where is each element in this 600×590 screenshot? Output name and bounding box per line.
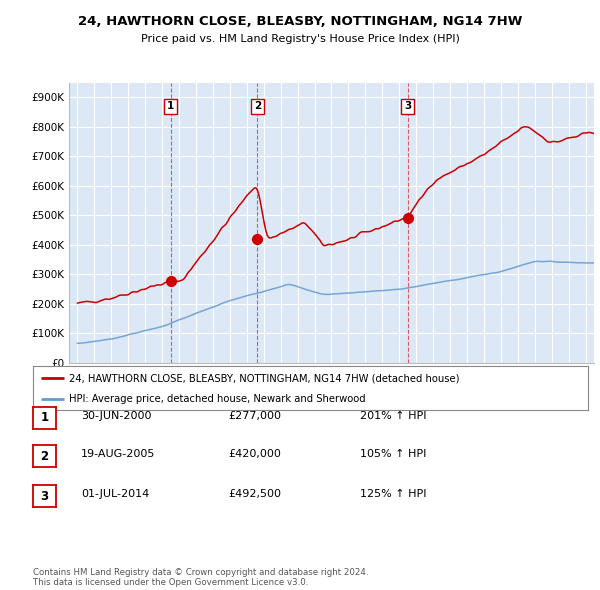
Text: 3: 3 <box>40 490 49 503</box>
Text: Price paid vs. HM Land Registry's House Price Index (HPI): Price paid vs. HM Land Registry's House … <box>140 34 460 44</box>
Text: £277,000: £277,000 <box>228 411 281 421</box>
Text: 30-JUN-2000: 30-JUN-2000 <box>81 411 151 421</box>
Text: Contains HM Land Registry data © Crown copyright and database right 2024.
This d: Contains HM Land Registry data © Crown c… <box>33 568 368 587</box>
Text: 24, HAWTHORN CLOSE, BLEASBY, NOTTINGHAM, NG14 7HW: 24, HAWTHORN CLOSE, BLEASBY, NOTTINGHAM,… <box>78 15 522 28</box>
Text: 201% ↑ HPI: 201% ↑ HPI <box>360 411 427 421</box>
Text: 2: 2 <box>40 450 49 463</box>
Text: 24, HAWTHORN CLOSE, BLEASBY, NOTTINGHAM, NG14 7HW (detached house): 24, HAWTHORN CLOSE, BLEASBY, NOTTINGHAM,… <box>69 373 460 383</box>
Text: 105% ↑ HPI: 105% ↑ HPI <box>360 450 427 459</box>
Text: 19-AUG-2005: 19-AUG-2005 <box>81 450 155 459</box>
Text: 3: 3 <box>404 101 412 112</box>
Text: 2: 2 <box>254 101 261 112</box>
Text: 125% ↑ HPI: 125% ↑ HPI <box>360 490 427 499</box>
Text: 01-JUL-2014: 01-JUL-2014 <box>81 490 149 499</box>
Text: £420,000: £420,000 <box>228 450 281 459</box>
Text: 1: 1 <box>40 411 49 424</box>
Text: 1: 1 <box>167 101 174 112</box>
Text: £492,500: £492,500 <box>228 490 281 499</box>
Text: HPI: Average price, detached house, Newark and Sherwood: HPI: Average price, detached house, Newa… <box>69 394 366 404</box>
